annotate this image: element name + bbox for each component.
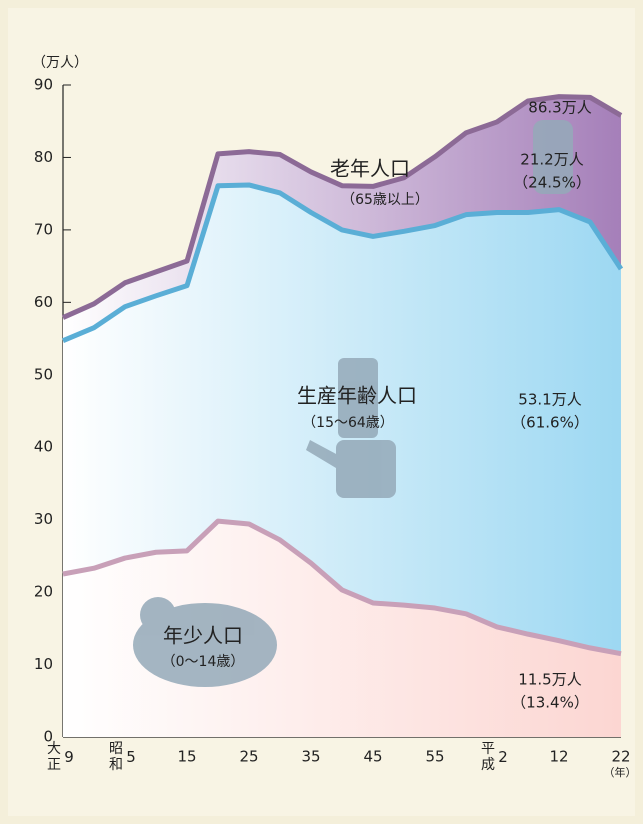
series-age-range: （0～14歳） [162, 654, 245, 670]
end-share: （24.5%） [513, 174, 591, 192]
series-name: 老年人口 [330, 157, 410, 181]
boundary-line [62, 182, 624, 344]
area [63, 96, 621, 341]
x-tick-label: 大正 9 [47, 741, 74, 773]
total-label: 86.3万人 [528, 99, 591, 117]
y-tick-label: 20 [34, 583, 53, 601]
y-tick-label: 0 [43, 728, 53, 746]
silhouettes [133, 120, 573, 687]
series-name: 生産年齢人口 [297, 384, 417, 408]
x-tick-label: 平成 2 [481, 741, 508, 773]
y-tick-label: 80 [34, 148, 53, 166]
y-tick-label: 90 [34, 76, 53, 94]
y-unit: （万人） [32, 55, 88, 71]
x-tick-label: 12 [549, 748, 568, 766]
x-tick-label: 15 [177, 748, 196, 766]
end-label: 11.5万人 [518, 671, 581, 689]
end-share: （13.4%） [511, 694, 589, 712]
y-tick-label: 60 [34, 293, 53, 311]
end-label: 21.2万人 [520, 151, 583, 169]
y-tick-label: 70 [34, 220, 53, 238]
y-tick-label: 40 [34, 438, 53, 456]
y-tick-label: 30 [34, 510, 53, 528]
x-tick-label: 55 [425, 748, 444, 766]
y-tick-label: 10 [34, 655, 53, 673]
x-tick-label: 昭和 5 [109, 741, 136, 773]
end-label: 53.1万人 [518, 391, 581, 409]
boundary-line [62, 518, 622, 657]
boundary-line [61, 94, 623, 320]
y-tick-label: 50 [34, 365, 53, 383]
series-age-range: （15～64歳） [302, 415, 394, 431]
x-tick-label: 22 [611, 748, 630, 766]
x-tick-label: 45 [363, 748, 382, 766]
end-share: （61.6%） [511, 414, 589, 432]
x-tick-label: 25 [239, 748, 258, 766]
series-name: 年少人口 [163, 624, 243, 648]
series-age-range: （65歳以上） [341, 192, 429, 208]
x-unit: （年） [604, 765, 637, 779]
x-tick-label: 35 [301, 748, 320, 766]
